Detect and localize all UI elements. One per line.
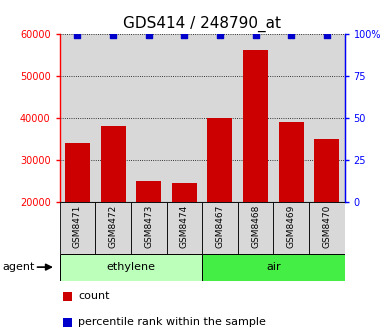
Point xyxy=(74,33,80,38)
Bar xyxy=(95,34,131,202)
Bar xyxy=(273,202,309,254)
Bar xyxy=(62,318,72,327)
Bar xyxy=(309,34,345,202)
Point xyxy=(110,33,116,38)
Bar xyxy=(131,34,166,202)
Text: GSM8470: GSM8470 xyxy=(322,205,331,248)
Bar xyxy=(202,254,345,281)
Text: air: air xyxy=(266,262,281,272)
Bar xyxy=(172,183,197,202)
Bar xyxy=(60,254,202,281)
Point xyxy=(253,33,259,38)
Text: GSM8468: GSM8468 xyxy=(251,205,260,248)
Bar xyxy=(100,126,126,202)
Bar xyxy=(208,118,233,202)
Bar xyxy=(309,202,345,254)
Bar xyxy=(238,202,273,254)
Point xyxy=(324,33,330,38)
Text: percentile rank within the sample: percentile rank within the sample xyxy=(78,318,266,328)
Bar xyxy=(131,202,166,254)
Point xyxy=(181,33,187,38)
Bar xyxy=(166,34,202,202)
Bar xyxy=(279,122,304,202)
Text: GSM8474: GSM8474 xyxy=(180,205,189,248)
Bar xyxy=(202,34,238,202)
Bar xyxy=(314,138,339,202)
Bar xyxy=(136,181,161,202)
Bar xyxy=(60,34,95,202)
Text: GSM8472: GSM8472 xyxy=(109,205,117,248)
Bar xyxy=(166,202,202,254)
Text: GSM8467: GSM8467 xyxy=(216,205,224,248)
Text: agent: agent xyxy=(2,262,34,272)
Bar xyxy=(62,292,72,301)
Text: GSM8469: GSM8469 xyxy=(287,205,296,248)
Text: GSM8473: GSM8473 xyxy=(144,205,153,248)
Bar xyxy=(60,202,95,254)
Point xyxy=(217,33,223,38)
Bar xyxy=(95,202,131,254)
Bar xyxy=(273,34,309,202)
Bar xyxy=(238,34,273,202)
Text: ethylene: ethylene xyxy=(106,262,156,272)
Point xyxy=(146,33,152,38)
Point xyxy=(288,33,294,38)
Bar xyxy=(65,143,90,202)
Text: GSM8471: GSM8471 xyxy=(73,205,82,248)
Bar xyxy=(202,202,238,254)
Text: count: count xyxy=(78,291,110,301)
Title: GDS414 / 248790_at: GDS414 / 248790_at xyxy=(123,16,281,32)
Bar xyxy=(243,50,268,202)
